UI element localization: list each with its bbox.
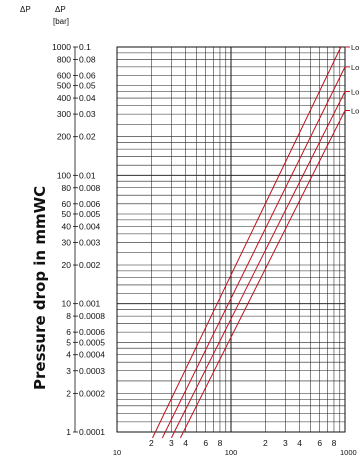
y-tick-label-mmwc: 8 [66, 311, 71, 321]
pressure-curves [152, 46, 346, 439]
y-tick-label-mmwc: 2 [66, 388, 71, 398]
y-tick-label-bar: 0.004 [79, 221, 101, 231]
y-tick-label-bar: 0.0004 [79, 350, 105, 360]
y-tick-label-mmwc: 50 [62, 209, 72, 219]
y-tick-label-bar: 0.008 [79, 183, 101, 193]
x-tick-label: 8 [332, 438, 337, 448]
y-tick-label-bar: 0.0002 [79, 388, 105, 398]
y-tick-label-bar: 0.02 [79, 132, 96, 142]
y-tick-label-bar: 0.08 [79, 54, 96, 64]
y-tick-label-bar: 0.006 [79, 199, 101, 209]
y-tick-label-bar: 0.05 [79, 81, 96, 91]
y-tick-label-bar: 0.03 [79, 109, 96, 119]
x-tick-label: 6 [317, 438, 322, 448]
series-line-3 [170, 91, 346, 439]
x-decade-label: 1000 [340, 448, 357, 457]
y-tick-label-mmwc: 200 [57, 132, 71, 142]
series-line-2 [161, 66, 346, 439]
legend-label: Lo [351, 88, 359, 97]
y-tick-label-bar: 0.003 [79, 237, 101, 247]
x-tick-label: 4 [183, 438, 188, 448]
y-tick-label-bar: 0.0001 [79, 427, 105, 437]
legend: Lo Lo Lo Lo [345, 43, 359, 116]
y-tick-label-mmwc: 400 [57, 93, 71, 103]
y-axis-label: Pressure drop in mmWC [31, 186, 49, 390]
x-decade-label: 10 [113, 448, 121, 457]
series-line-4 [179, 110, 346, 439]
legend-label: Lo [351, 43, 359, 52]
legend-label: Lo [351, 107, 359, 116]
y-tick-label-mmwc: 30 [62, 237, 72, 247]
y-tick-label-mmwc: 800 [57, 54, 71, 64]
x-tick-labels: 2 3 4 6 8 2 3 4 6 810 100 1000 [113, 438, 357, 457]
y-tick-label-bar: 0.0003 [79, 366, 105, 376]
header-delta-p-mmwc: ΔP [20, 5, 31, 14]
y-tick-label-mmwc: 20 [62, 260, 72, 270]
y-tick-label-bar: 0.001 [79, 299, 101, 309]
x-tick-label: 2 [263, 438, 268, 448]
x-decade-label: 100 [225, 448, 238, 457]
y-tick-label-bar: 0.0006 [79, 327, 105, 337]
y-tick-label-mmwc: 100 [57, 170, 71, 180]
x-tick-label: 8 [218, 438, 223, 448]
y-tick-label-mmwc: 1 [66, 427, 71, 437]
y-tick-label-mmwc: 4 [66, 350, 71, 360]
y-tick-label-mmwc: 300 [57, 109, 71, 119]
y-tick-label-bar: 0.06 [79, 70, 96, 80]
y-tick-label-bar: 0.002 [79, 260, 101, 270]
x-tick-label: 6 [203, 438, 208, 448]
x-tick-label: 4 [297, 438, 302, 448]
y-tick-label-mmwc: 600 [57, 70, 71, 80]
y-tick-label-bar: 0.01 [79, 170, 96, 180]
y-tick-label-mmwc: 6 [66, 327, 71, 337]
y-tick-label-mmwc: 1000 [52, 42, 71, 52]
y-tick-label-bar: 0.005 [79, 209, 101, 219]
y-tick-label-mmwc: 10 [62, 299, 72, 309]
y-tick-label-mmwc: 40 [62, 221, 72, 231]
y-tick-label-bar: 0.1 [79, 42, 91, 52]
header-bar-unit: [bar] [53, 17, 69, 26]
y-tick-label-bar: 0.04 [79, 93, 96, 103]
y-tick-label-mmwc: 60 [62, 199, 72, 209]
grid [116, 46, 346, 433]
y-tick-label-mmwc: 5 [66, 337, 71, 347]
x-tick-label: 3 [169, 438, 174, 448]
y-tick-label-bar: 0.0005 [79, 337, 105, 347]
x-tick-label: 2 [149, 438, 154, 448]
y-tick-labels: 1000 0.1 800 0.08 600 0.06 500 0.05 400 0.04 300 0.… [52, 42, 105, 437]
plot-frame [116, 46, 346, 433]
legend-label: Lo [351, 63, 359, 72]
series-line-1 [152, 46, 342, 439]
header-delta-p-bar: ΔP [55, 5, 66, 14]
y-tick-label-mmwc: 3 [66, 366, 71, 376]
x-tick-label: 3 [283, 438, 288, 448]
y-tick-label-mmwc: 500 [57, 81, 71, 91]
y-tick-label-bar: 0.0008 [79, 311, 105, 321]
y-tick-label-mmwc: 80 [62, 183, 72, 193]
